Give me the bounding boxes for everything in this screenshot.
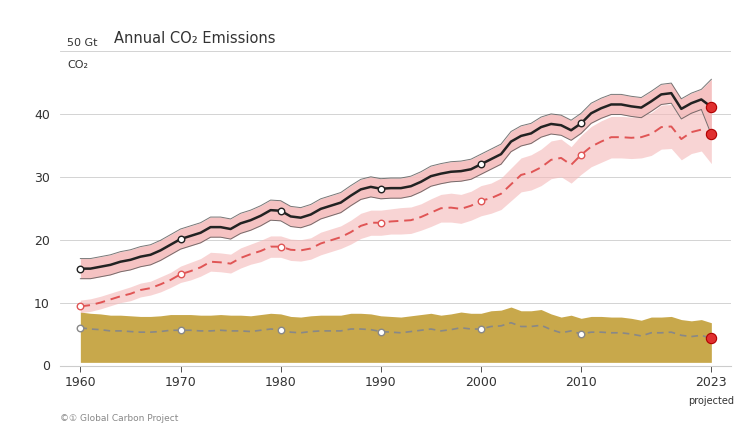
Point xyxy=(274,207,287,214)
Point xyxy=(75,303,87,310)
Text: 50 Gt: 50 Gt xyxy=(67,38,97,48)
Point xyxy=(705,104,717,111)
Point xyxy=(575,331,587,337)
Point xyxy=(375,219,387,226)
Point xyxy=(575,120,587,127)
Point xyxy=(274,326,287,333)
Text: Annual CO₂ Emissions: Annual CO₂ Emissions xyxy=(114,31,275,45)
Point xyxy=(475,197,487,204)
Point xyxy=(575,151,587,158)
Text: projected: projected xyxy=(688,396,734,406)
Point xyxy=(475,326,487,332)
Text: ©① Global Carbon Project: ©① Global Carbon Project xyxy=(60,414,179,423)
Point xyxy=(174,271,186,278)
Point xyxy=(174,236,186,243)
Point xyxy=(375,185,387,192)
Point xyxy=(174,327,186,334)
Point xyxy=(75,265,87,272)
Point xyxy=(705,335,717,342)
Point xyxy=(475,161,487,167)
Point xyxy=(274,243,287,250)
Point xyxy=(375,328,387,335)
Point xyxy=(75,324,87,331)
Point xyxy=(705,130,717,137)
Text: CO₂: CO₂ xyxy=(67,60,88,70)
